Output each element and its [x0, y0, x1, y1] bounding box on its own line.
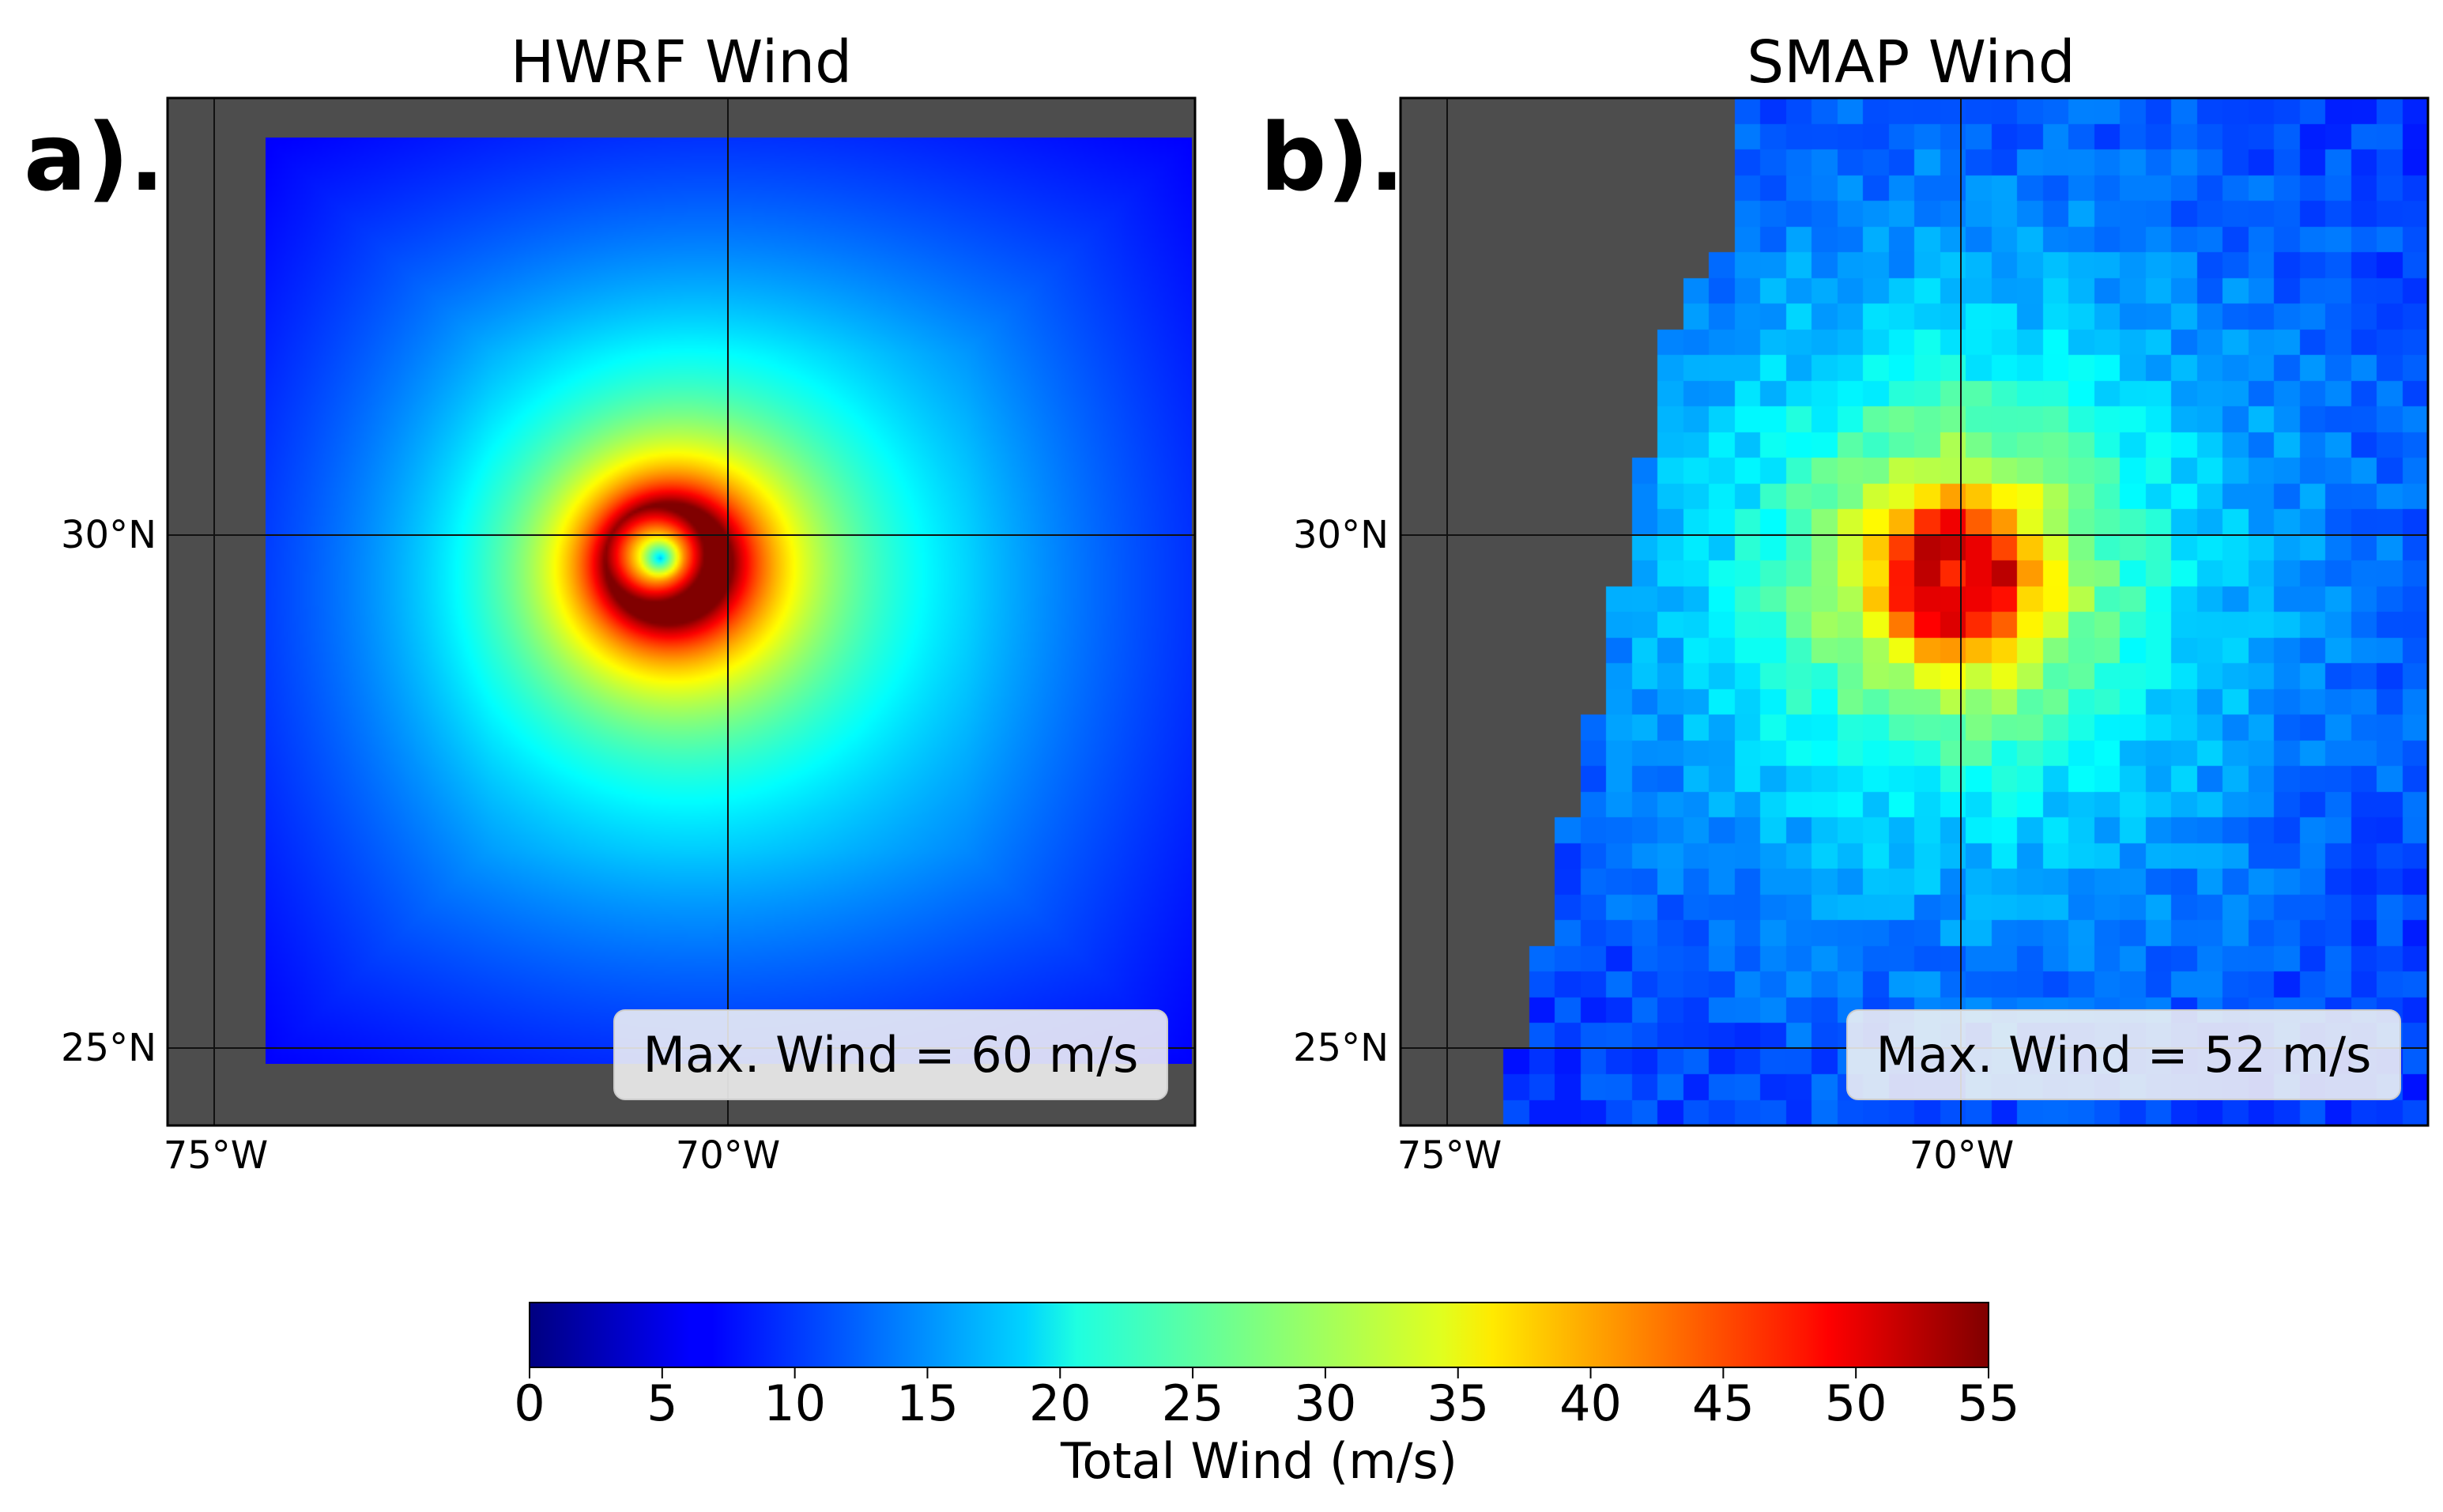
- colorbar-tick-label: 25: [1162, 1374, 1224, 1432]
- colorbar: 0 5 10 15 20 25 30 35 40 45 50 55 Total Wind (m/s): [514, 1302, 2019, 1490]
- colorbar-label: Total Wind (m/s): [1060, 1432, 1457, 1490]
- map-a-tick-70w: 70°W: [676, 1133, 781, 1178]
- panel-smap: SMAP Wind b). 30°N 25°N 75°W 70°W Max. W…: [1260, 28, 2430, 1178]
- colorbar-tick-label: 5: [647, 1374, 677, 1432]
- max-wind-box-b: Max. Wind = 52 m/s: [1846, 1009, 2401, 1100]
- map-b-tick-30n: 30°N: [1293, 513, 1389, 557]
- panel-b-label: b).: [1260, 103, 1404, 212]
- map-b-tick-75w: 75°W: [1397, 1133, 1502, 1178]
- colorbar-ticks: 0 5 10 15 20 25 30 35 40 45 50 55: [514, 1367, 2019, 1432]
- colorbar-gradient: [529, 1302, 1989, 1368]
- colorbar-tick-label: 15: [896, 1374, 959, 1432]
- colorbar-tick-label: 10: [763, 1374, 826, 1432]
- colorbar-tick-label: 50: [1825, 1374, 1887, 1432]
- colorbar-tick-label: 55: [1958, 1374, 2020, 1432]
- max-wind-text-a: Max. Wind = 60 m/s: [643, 1026, 1139, 1084]
- colorbar-tick-label: 0: [514, 1374, 545, 1432]
- map-b-tick-70w: 70°W: [1910, 1133, 2015, 1178]
- map-b-tick-25n: 25°N: [1293, 1026, 1389, 1070]
- panel-a-title: HWRF Wind: [511, 28, 852, 96]
- map-a-tick-25n: 25°N: [61, 1026, 156, 1070]
- max-wind-box-a: Max. Wind = 60 m/s: [613, 1009, 1168, 1100]
- map-b-frame: [1399, 96, 2430, 1127]
- colorbar-tick-label: 40: [1559, 1374, 1622, 1432]
- colorbar-tick-label: 45: [1692, 1374, 1755, 1432]
- smap-wind-field: [1401, 98, 2428, 1126]
- colorbar-tick-label: 20: [1029, 1374, 1091, 1432]
- map-a-tick-75w: 75°W: [164, 1133, 269, 1178]
- panel-a-label: a).: [24, 103, 164, 212]
- map-a-tick-30n: 30°N: [61, 513, 156, 557]
- max-wind-text-b: Max. Wind = 52 m/s: [1876, 1026, 2372, 1084]
- panel-b-title: SMAP Wind: [1747, 28, 2075, 96]
- map-a-frame: [166, 96, 1197, 1127]
- colorbar-tick-label: 35: [1427, 1374, 1489, 1432]
- colorbar-tick-label: 30: [1294, 1374, 1356, 1432]
- panel-hwrf: HWRF Wind a). 30°N 25°N 75°W 70°W Max. W…: [24, 28, 1197, 1178]
